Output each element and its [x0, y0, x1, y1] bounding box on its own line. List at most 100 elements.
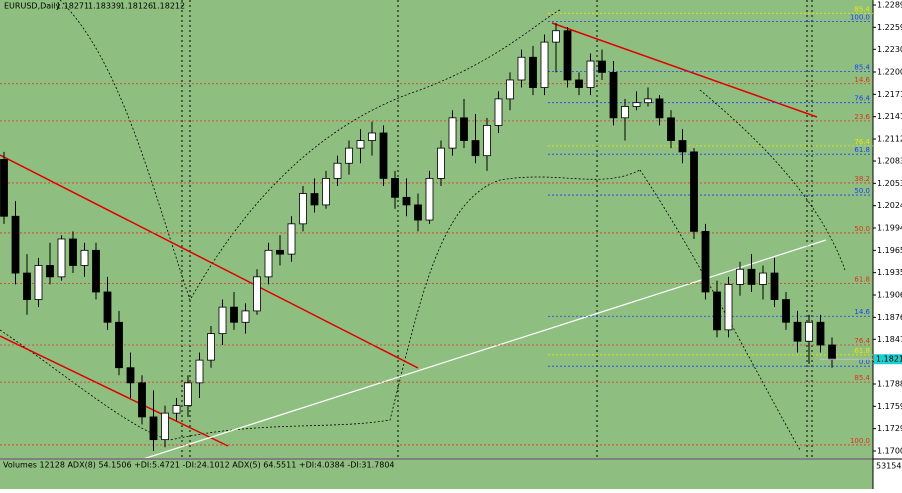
candle-body [667, 117, 675, 141]
volume-scale-label: 53154 [876, 462, 901, 471]
y-tick-label: 1.21415 [877, 112, 902, 121]
candle-body [161, 412, 169, 441]
y-tick-label: 1.19650 [877, 246, 902, 255]
quote-low: 1.18126 [120, 2, 153, 11]
candle-body [471, 140, 480, 157]
price-marker-label: 1.18212 [876, 355, 902, 364]
candle-body [92, 249, 100, 293]
candle-body [552, 30, 560, 43]
y-tick-label: 1.21120 [877, 135, 902, 144]
candle-body [276, 249, 284, 255]
candle-body [609, 71, 618, 119]
fib-label: 61.8 [854, 146, 870, 154]
candle-body [230, 306, 238, 323]
fib-label: 76.4 [854, 138, 870, 146]
trend-line [0, 154, 419, 369]
candle-body [23, 272, 31, 300]
fib-label: 85.4 [854, 374, 870, 382]
quote-open: 1.18271 [56, 2, 89, 11]
candle-body [195, 359, 204, 384]
trend-line [139, 239, 827, 461]
candle-body [310, 193, 319, 206]
candle-body [172, 405, 181, 414]
fib-label: 50.0 [854, 187, 870, 195]
indicator-background [0, 460, 873, 489]
candle-body [299, 193, 307, 225]
quote-high: 1.18339 [88, 2, 121, 11]
fib-label: 85.4 [854, 5, 870, 13]
y-tick-label: 1.19355 [877, 268, 902, 277]
candle-body [356, 140, 365, 149]
quote-close: 1.18212 [152, 2, 185, 11]
candle-body [690, 151, 698, 232]
candle-body [57, 238, 66, 278]
fib-label: 14.6 [854, 76, 870, 84]
y-tick-label: 1.17000 [877, 447, 902, 456]
candle-body [402, 196, 411, 206]
period-separators [181, 0, 813, 458]
candle-body [632, 102, 641, 107]
candle-body [333, 162, 342, 179]
candle-body [149, 416, 158, 441]
candle-body [598, 60, 606, 73]
fib-label: 85.4 [854, 64, 870, 72]
candle-body [253, 276, 261, 312]
y-tick-label: 1.17885 [877, 379, 902, 388]
fib-label: 14.6 [854, 308, 870, 316]
candle-body [414, 204, 422, 221]
fib-label: 100.0 [850, 437, 870, 445]
y-tick-label: 1.20535 [877, 179, 902, 188]
candle-body [540, 41, 549, 88]
candle-body [644, 98, 652, 104]
fib-label: 38.2 [854, 175, 870, 183]
candle-body [517, 56, 526, 81]
candle-body [770, 272, 779, 300]
candle-body [218, 306, 227, 335]
candle-body [655, 98, 664, 119]
candle-body [425, 178, 434, 221]
candle-body [11, 215, 20, 274]
candle-body [46, 265, 54, 278]
trend-line [0, 335, 229, 447]
y-tick-label: 1.20830 [877, 156, 902, 165]
fib-label: 76.4 [854, 95, 870, 103]
candle-body [345, 147, 353, 164]
candle-body [701, 231, 710, 293]
candle-body [103, 291, 112, 323]
y-tick-label: 1.20240 [877, 201, 902, 210]
y-tick-label: 1.19060 [877, 291, 902, 300]
fib-label: 61.8 [854, 347, 870, 355]
candle-body [529, 56, 537, 88]
candle-body [736, 268, 744, 285]
bollinger-bands [0, 0, 846, 451]
indicator-label: Volumes 12128 ADX(8) 54.1506 +DI:5.4721 … [3, 461, 395, 470]
candle-body [678, 140, 687, 153]
candle-body [0, 159, 8, 217]
fib-label: 61.8 [854, 276, 870, 284]
candle-body [368, 132, 376, 141]
candle-body [621, 106, 629, 119]
candle-body [184, 382, 192, 406]
candle-body [69, 238, 77, 266]
y-tick-label: 1.21710 [877, 90, 902, 99]
y-tick-label: 1.17295 [877, 424, 902, 433]
candle-body [563, 30, 572, 81]
candle-body [793, 321, 802, 342]
candle-body [287, 223, 296, 255]
candle-body [379, 132, 388, 179]
axis-background [873, 0, 902, 489]
fib-label: 0.0 [859, 358, 870, 366]
y-tick-label: 1.18475 [877, 335, 902, 344]
candle-body [207, 333, 215, 361]
candle-body [805, 321, 813, 342]
candle-body [586, 60, 595, 88]
y-tick-label: 1.17590 [877, 402, 902, 411]
candle-body [506, 79, 514, 100]
candle-body [138, 382, 146, 418]
fib-label: 76.4 [854, 337, 870, 345]
y-tick-label: 1.19945 [877, 224, 902, 233]
candle-body [782, 299, 790, 323]
trend-line [551, 22, 818, 118]
